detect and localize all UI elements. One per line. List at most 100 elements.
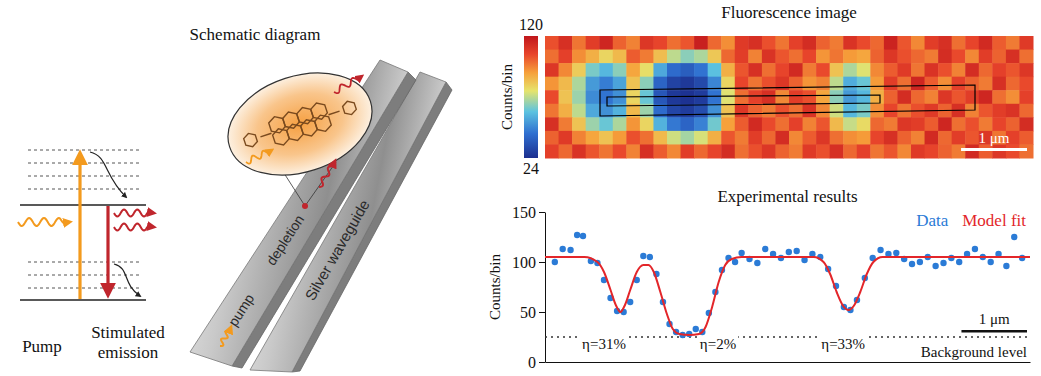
data-point [754,260,760,266]
heatmap-cell [1006,90,1020,104]
heatmap-cell [775,90,789,104]
heatmap-cell [789,131,803,145]
heatmap-cell [857,50,871,64]
heatmap-cell [748,104,762,118]
heatmap-cell [775,36,789,50]
heatmap-cell [762,117,776,131]
heatmap-cell [938,50,952,64]
emission-label: Stimulatedemission [91,323,165,362]
heatmap-cell [640,50,654,64]
heatmap-cell [559,90,573,104]
heatmap-cell [626,63,640,77]
heatmap-cell [681,104,695,118]
heatmap-cell [586,104,600,118]
heatmap-cell [559,77,573,91]
heatmap-cell [952,131,966,145]
heatmap-cell [694,36,708,50]
ring [243,132,259,149]
panel-title: Experimental results [717,187,857,206]
heatmap-cell [1019,36,1033,50]
heatmap-cell [816,117,830,131]
y-tick-label: 100 [512,254,536,271]
heatmap-cell [599,77,613,91]
data-point [559,246,565,252]
heatmap-cell [572,104,586,118]
heatmap-cell [721,131,735,145]
heatmap-cell [925,90,939,104]
bond [260,133,271,137]
heatmap-cell [545,90,559,104]
heatmap-cell [694,131,708,145]
heatmap-cell [640,36,654,50]
heatmap-cell [748,144,762,158]
heatmap-cell [735,36,749,50]
heatmap-cell [803,104,817,118]
heatmap-cell [857,77,871,91]
heatmap-cell [803,117,817,131]
heatmap-cell [870,117,884,131]
heatmap-cell [599,117,613,131]
heatmap-cell [572,36,586,50]
y-axis: 050100150 [512,204,546,371]
heatmap-cell [843,90,857,104]
schematic: Schematic diagrampumpdepletionSilver wav… [190,25,452,372]
heatmap-cell [626,144,640,158]
heatmap-cell [694,63,708,77]
heatmap-cell [681,63,695,77]
annotation: η=31% [580,336,628,352]
data-point [909,261,915,267]
data-point [932,263,938,269]
heatmap-cell [952,50,966,64]
heatmap-cell [952,90,966,104]
heatmap-cell [870,36,884,50]
heatmap-cell [857,131,871,145]
heatmap-cell [911,63,925,77]
heatmap-cell [572,131,586,145]
data-point [987,259,993,265]
heatmap-cell [586,50,600,64]
eta-label: η=31% [582,336,626,352]
heatmap-cell [803,144,817,158]
heatmap-cell [897,131,911,145]
heatmap-cell [870,77,884,91]
heatmap-cells [545,36,1034,159]
y-axis-line [545,213,546,363]
heatmap-cell [843,144,857,158]
heatmap-cell [857,36,871,50]
heatmap-cell [816,90,830,104]
heatmap-cell [965,63,979,77]
heatmap-cell [1019,50,1033,64]
heatmap-cell [965,117,979,131]
heatmap-cell [843,36,857,50]
heatmap-cell [830,131,844,145]
heatmap-cell [992,90,1006,104]
annotation: η=2% [698,336,738,352]
heatmap-cell [626,36,640,50]
y-tick-mark [539,312,545,313]
heatmap-cell [775,131,789,145]
heatmap-cell [735,117,749,131]
heatmap-cell [708,63,722,77]
x-axis [546,362,1031,363]
heatmap-cell [599,144,613,158]
heatmap-cell [870,63,884,77]
heatmap-cell [545,50,559,64]
heatmap-cell [653,50,667,64]
data-point [693,326,699,332]
heatmap-cell [640,117,654,131]
heatmap-cell [1019,90,1033,104]
heatmap-cell [830,36,844,50]
heatmap-cell [884,144,898,158]
heatmap-cell [572,63,586,77]
data-point [956,259,962,265]
heatmap-cell [897,90,911,104]
heatmap-cell [748,77,762,91]
heatmap-cell [938,131,952,145]
heatmap-cell [721,36,735,50]
heatmap-cell [559,131,573,145]
heatmap-cell [979,77,993,91]
heatmap-cell [870,131,884,145]
heatmap-cell [816,131,830,145]
heatmap-cell [803,131,817,145]
heatmap-cell [830,63,844,77]
